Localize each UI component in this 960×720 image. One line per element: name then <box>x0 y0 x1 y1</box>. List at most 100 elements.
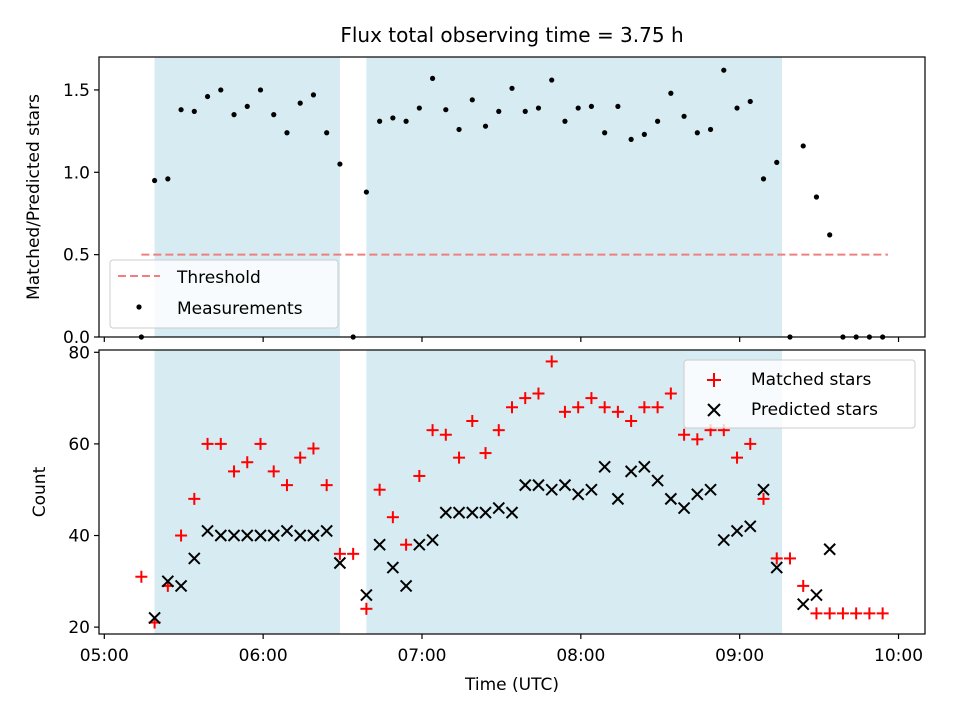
measurement-point <box>615 103 621 110</box>
measurement-point <box>244 103 250 110</box>
measurement-point <box>231 112 237 118</box>
predicted-star-point <box>505 506 519 519</box>
measurement-point <box>628 136 634 142</box>
predicted-star-point <box>810 588 823 602</box>
top-legend-box <box>109 259 339 329</box>
bottom-legend-box <box>683 359 916 429</box>
matched-star-point <box>770 552 783 565</box>
predicted-star-point <box>320 524 333 538</box>
measurement-point <box>774 159 780 166</box>
predicted-stars-points <box>148 460 836 625</box>
predicted-star-point <box>704 483 717 496</box>
bottom-xtick-label: 06:00 <box>239 646 288 666</box>
matched-star-point <box>386 511 399 524</box>
measurement-point <box>734 105 740 111</box>
chart-title: Flux total observing time = 3.75 h <box>340 23 683 47</box>
bottom-xtick-label: 09:00 <box>715 646 764 666</box>
bottom-ytick-label: 80 <box>68 343 90 363</box>
top-shading <box>154 57 783 337</box>
predicted-star-point <box>677 501 691 515</box>
predicted-star-point <box>333 556 347 570</box>
matched-star-point <box>492 424 505 437</box>
matched-star-point <box>558 405 571 418</box>
measurement-point <box>271 112 277 118</box>
predicted-star-point <box>214 529 227 542</box>
top-legend: Threshold Measurements <box>109 259 339 329</box>
predicted-star-point <box>148 611 161 625</box>
predicted-star-point <box>532 478 545 492</box>
measurement-point <box>496 108 502 114</box>
measurement-point <box>509 85 515 91</box>
predicted-star-point <box>426 533 439 547</box>
matched-star-point <box>638 401 651 414</box>
measurement-point <box>694 130 700 136</box>
matched-star-point <box>466 415 479 427</box>
measurement-point <box>284 130 290 136</box>
measurement-point <box>257 87 264 93</box>
predicted-star-point <box>651 474 664 487</box>
matched-star-point <box>625 415 638 427</box>
matched-star-point <box>439 428 452 441</box>
measurement-point <box>456 126 462 133</box>
predicted-star-point <box>399 579 413 593</box>
matched-star-point <box>280 479 293 492</box>
observing-interval-1 <box>154 350 340 634</box>
predicted-star-point <box>797 598 810 611</box>
top-ytick-label: 0.0 <box>63 328 90 348</box>
matched-star-point <box>373 483 386 496</box>
predicted-star-point <box>307 529 320 542</box>
matched-star-point <box>585 392 598 405</box>
observing-interval-2 <box>366 57 783 337</box>
measurement-point <box>522 108 528 114</box>
measurement-point <box>151 177 158 184</box>
predicted-star-point <box>664 492 678 506</box>
predicted-star-point <box>823 543 836 556</box>
predicted-star-point <box>545 483 558 496</box>
matched-star-point <box>850 607 863 620</box>
predicted-star-point <box>770 561 783 574</box>
measurement-point <box>602 130 608 136</box>
matched-star-point <box>545 355 558 368</box>
predicted-star-point <box>241 529 254 542</box>
bottom-y-axis-label: Count <box>30 466 50 517</box>
matched-star-point <box>532 387 545 400</box>
matched-star-point <box>400 538 413 551</box>
matched-star-point <box>797 579 810 592</box>
matched-star-point <box>188 492 201 505</box>
matched-star-point <box>731 451 744 464</box>
measurement-point <box>218 87 224 93</box>
measurement-point <box>178 107 184 113</box>
predicted-star-point <box>386 561 400 574</box>
bottom-ytick-label: 60 <box>68 435 90 455</box>
predicted-star-point <box>188 552 201 565</box>
matched-star-point <box>823 607 836 620</box>
bottom-legend: Matched stars Predicted stars <box>683 359 916 429</box>
matched-star-point <box>294 451 307 464</box>
predicted-star-point <box>254 529 267 542</box>
measurement-point <box>655 118 661 124</box>
predicted-star-point <box>624 465 638 478</box>
matched-star-point <box>333 547 346 560</box>
matched-star-point <box>519 392 532 405</box>
bottom-xtick-label: 07:00 <box>397 646 446 666</box>
top-ytick-label: 0.5 <box>63 246 90 266</box>
legend-matched-label: Matched stars <box>751 370 871 390</box>
matched-star-point <box>453 451 466 464</box>
predicted-star-point <box>492 501 505 515</box>
predicted-star-point <box>757 483 770 496</box>
measurement-point <box>337 161 343 167</box>
bottom-y-axis: 20 40 60 80 <box>68 343 99 638</box>
legend-measurements-label: Measurements <box>177 299 303 319</box>
x-axis-label: Time (UTC) <box>464 675 559 695</box>
matched-star-point <box>611 405 624 418</box>
top-x-ticks <box>103 337 900 342</box>
measurement-point <box>562 118 568 124</box>
bottom-xtick-label: 05:00 <box>80 646 129 666</box>
matched-star-point <box>598 401 611 414</box>
legend-predicted-swatch <box>707 403 721 417</box>
measurement-point <box>535 105 542 111</box>
measurement-point <box>310 92 317 98</box>
matched-star-point <box>863 607 876 620</box>
measurement-point <box>416 105 422 111</box>
predicted-star-point <box>360 588 373 602</box>
